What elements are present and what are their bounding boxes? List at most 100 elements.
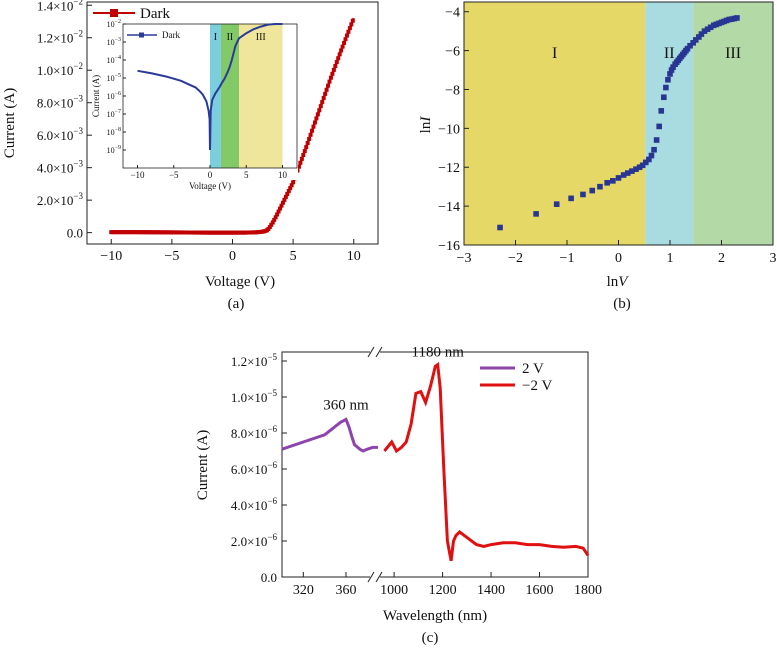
panel-c-x-tick-label: 360 xyxy=(336,583,357,598)
panel-c-y-tick-label: 1.0×10−5 xyxy=(231,388,278,405)
panel-b-y-tick-label: −8 xyxy=(445,83,460,98)
panel-c: 320 360 1000 1200 1400 1600 1800 0.0 2.0×10−6 4.… xyxy=(195,345,602,646)
inset-y-tick-label: 10−9 xyxy=(107,145,121,155)
panel-a-marker xyxy=(304,145,309,150)
panel-c-axis-break-marks xyxy=(367,346,383,583)
panel-a-y-tick-label: 4.0×10−3 xyxy=(37,159,84,176)
panel-b-region-2 xyxy=(645,2,694,245)
panel-a-y-tick-label: 0.0 xyxy=(67,226,83,241)
panel-a-marker xyxy=(272,217,277,222)
panel-c-y-tick-label: 0.0 xyxy=(261,570,277,585)
panel-a-marker xyxy=(339,48,344,53)
panel-a-marker xyxy=(285,191,290,196)
panel-b-point xyxy=(646,156,652,163)
panel-c-x-tick-label: 1000 xyxy=(380,583,408,598)
inset-x-tick-label: 0 xyxy=(208,170,213,180)
panel-a-marker xyxy=(273,215,278,220)
panel-a-marker xyxy=(327,79,332,84)
panel-a-marker xyxy=(328,75,333,80)
panel-a-marker xyxy=(296,164,301,169)
panel-c-y-label: Current (A) xyxy=(195,430,211,500)
panel-c-y-ticks: 0.0 2.0×10−6 4.0×10−6 6.0×10−6 8.0×10−6 1.0×1… xyxy=(231,352,287,585)
panel-b-x-tick-label: 0 xyxy=(615,251,622,266)
panel-b-point xyxy=(658,108,665,114)
panel-b-region-label: III xyxy=(725,45,741,62)
panel-a-marker xyxy=(310,128,315,133)
panel-b-point xyxy=(698,31,705,37)
panel-b-point xyxy=(651,146,657,153)
panel-a: −10 −5 0 5 10 0.0 2.0×10−3 4.0×10−3 6.0×10−3 8.0… xyxy=(2,0,379,312)
panel-c-y-tick-label: 4.0×10−6 xyxy=(231,496,278,513)
panel-a-marker xyxy=(342,40,347,45)
inset-y-tick-label: 10−4 xyxy=(107,55,121,65)
panel-b-point xyxy=(580,191,586,198)
inset-y-tick-label: 10−7 xyxy=(107,109,121,119)
panel-a-marker xyxy=(320,100,325,105)
inset-y-tick-label: 10−2 xyxy=(107,19,121,29)
panel-b-point xyxy=(661,94,667,101)
panel-a-marker xyxy=(288,186,293,191)
panel-a-marker xyxy=(312,120,317,125)
panel-a-marker xyxy=(340,44,345,49)
panel-a-marker xyxy=(326,83,331,88)
panel-c-y-tick-label: 1.2×10−5 xyxy=(231,352,278,369)
inset-x-tick-label: 5 xyxy=(244,170,249,180)
panel-a-marker xyxy=(330,71,335,76)
panel-a-marker xyxy=(301,152,306,157)
panel-a-marker xyxy=(324,87,329,92)
inset-y-ticks: 10−9 10−8 10−7 10−6 10−5 10−4 10−3 10−2 xyxy=(107,19,126,155)
panel-a-marker xyxy=(318,104,323,109)
inset-y-tick-label: 10−3 xyxy=(107,37,121,47)
inset-x-tick-label: 10 xyxy=(278,170,288,180)
panel-b-point xyxy=(704,26,711,33)
panel-a-y-ticks: 0.0 2.0×10−3 4.0×10−3 6.0×10−3 8.0×10−3 1.0×1… xyxy=(37,0,92,241)
panel-b-point xyxy=(696,34,702,40)
panel-a-marker xyxy=(323,91,328,96)
panel-b-point xyxy=(684,45,691,52)
panel-b-region-label: II xyxy=(664,45,675,62)
panel-a-marker xyxy=(333,63,338,68)
panel-c-x-ticks: 320 360 1000 1200 1400 1600 1800 xyxy=(293,572,602,598)
panel-a-marker xyxy=(278,206,283,211)
panel-c-legend-minus2v-label: −2 V xyxy=(522,378,552,394)
panel-b-point xyxy=(734,15,740,21)
panel-b-point xyxy=(633,166,639,172)
panel-a-y-tick-label: 1.2×10−2 xyxy=(37,29,83,46)
inset-x-tick-label: −5 xyxy=(169,170,179,180)
panel-b-x-tick-label: 3 xyxy=(770,251,777,266)
inset-x-tick-label: −10 xyxy=(130,170,145,180)
panel-a-x-ticks: −10 −5 0 5 10 xyxy=(100,239,361,264)
panel-b-y-tick-label: −12 xyxy=(438,161,460,176)
panel-c-bottom-break-gap xyxy=(370,572,380,582)
panel-a-marker xyxy=(270,220,275,225)
inset-legend-label: Dark xyxy=(162,30,180,40)
panel-a-marker xyxy=(291,180,296,185)
panel-b-point xyxy=(690,40,696,46)
panel-c-caption: (c) xyxy=(422,630,439,646)
panel-a-marker xyxy=(267,225,272,230)
panel-a-legend-label: Dark xyxy=(140,6,170,22)
panel-c-x-tick-label: 1800 xyxy=(574,583,602,598)
panel-b-point xyxy=(589,187,596,194)
panel-b-point xyxy=(533,211,539,217)
panel-b-point xyxy=(656,123,662,130)
panel-b-point xyxy=(636,164,643,171)
inset-y-tick-label: 10−6 xyxy=(107,91,121,101)
panel-c-plot-frame xyxy=(281,351,589,578)
panel-a-marker xyxy=(315,112,320,117)
panel-b-point xyxy=(615,175,622,181)
panel-c-x-label: Wavelength (nm) xyxy=(383,608,487,624)
inset-region-3 xyxy=(239,24,283,168)
panel-b-region-1 xyxy=(464,2,646,245)
panel-c-x-tick-label: 1400 xyxy=(477,583,505,598)
panel-c-x-tick-label: 1600 xyxy=(526,583,554,598)
inset-x-ticks: −10 −5 0 5 10 xyxy=(130,165,288,180)
inset-region-label: I xyxy=(214,32,217,43)
panel-b-point xyxy=(687,42,693,49)
panel-a-x-tick-label: −5 xyxy=(164,249,179,264)
panel-b-y-ticks: −16 −14 −12 −10 −8 −6 −4 xyxy=(438,6,469,254)
panel-a-marker xyxy=(299,156,304,161)
panel-a-marker xyxy=(346,29,351,34)
panel-a-marker xyxy=(336,56,341,61)
